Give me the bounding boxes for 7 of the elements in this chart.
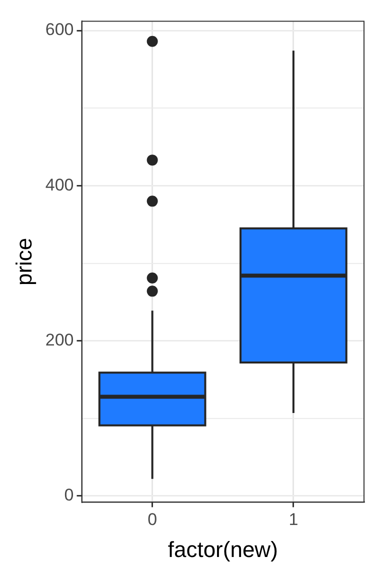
y-tick-label: 200 xyxy=(45,330,74,350)
y-axis-title: price xyxy=(11,238,36,286)
y-tick-label: 0 xyxy=(64,486,74,505)
x-axis-title: factor(new) xyxy=(168,536,278,562)
y-tick-label: 400 xyxy=(45,175,74,194)
x-tick-label: 1 xyxy=(288,510,298,530)
y-tick-label: 600 xyxy=(45,20,74,40)
